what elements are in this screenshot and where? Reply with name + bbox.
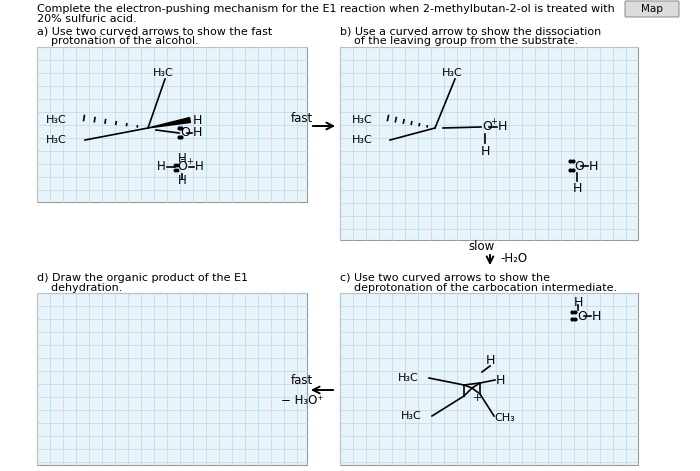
Text: H₃C: H₃C [442,68,463,78]
Text: H: H [573,182,582,195]
Text: fast: fast [291,374,313,387]
Text: of the leaving group from the substrate.: of the leaving group from the substrate. [340,36,578,46]
Text: Map: Map [641,5,663,15]
Text: +: + [473,393,482,403]
Text: c) Use two curved arrows to show the: c) Use two curved arrows to show the [340,273,550,283]
Text: H: H [496,374,505,387]
Text: H₃C: H₃C [352,115,373,125]
FancyBboxPatch shape [625,1,679,17]
Text: H: H [589,160,598,172]
Text: +: + [490,117,497,127]
Text: H: H [158,161,166,173]
Bar [340,293,638,465]
Text: O: O [180,127,190,139]
Text: H: H [480,145,490,158]
Text: protonation of the alcohol.: protonation of the alcohol. [37,36,199,46]
Text: O: O [482,121,492,133]
Text: − H₃O⁺: − H₃O⁺ [281,393,323,406]
Bar [37,293,307,465]
Text: H₃C: H₃C [46,135,67,145]
Text: H₃C: H₃C [352,135,373,145]
Text: d) Draw the organic product of the E1: d) Draw the organic product of the E1 [37,273,248,283]
Text: deprotonation of the carbocation intermediate.: deprotonation of the carbocation interme… [340,283,617,293]
Text: H: H [573,295,582,309]
Text: -H₂O: -H₂O [500,252,527,265]
Text: H: H [485,354,495,366]
Text: +: + [186,157,193,167]
Text: H: H [178,153,186,165]
Text: H: H [193,114,202,127]
Bar [340,47,638,240]
Text: H: H [498,121,508,133]
Text: b) Use a curved arrow to show the dissociation: b) Use a curved arrow to show the dissoc… [340,26,601,36]
Text: dehydration.: dehydration. [37,283,122,293]
Text: O: O [577,309,587,323]
Polygon shape [148,118,190,128]
Text: Complete the electron-pushing mechanism for the E1 reaction when 2-methylbutan-2: Complete the electron-pushing mechanism … [37,4,615,14]
Text: fast: fast [291,112,313,124]
Text: H₃C: H₃C [46,115,67,125]
Text: 20% sulfuric acid.: 20% sulfuric acid. [37,14,136,24]
Text: a) Use two curved arrows to show the fast: a) Use two curved arrows to show the fas… [37,26,272,36]
Text: slow: slow [468,241,494,253]
Text: Ō: Ō [177,161,187,173]
Text: H₃C: H₃C [401,411,422,421]
Text: H: H [178,174,186,187]
Text: O: O [574,160,584,172]
Text: H: H [195,161,204,173]
Text: H₃C: H₃C [153,68,174,78]
Text: H₃C: H₃C [398,373,419,383]
Bar [37,47,307,202]
Text: H: H [592,309,601,323]
Text: H: H [193,127,202,139]
Text: CH₃: CH₃ [494,413,514,423]
